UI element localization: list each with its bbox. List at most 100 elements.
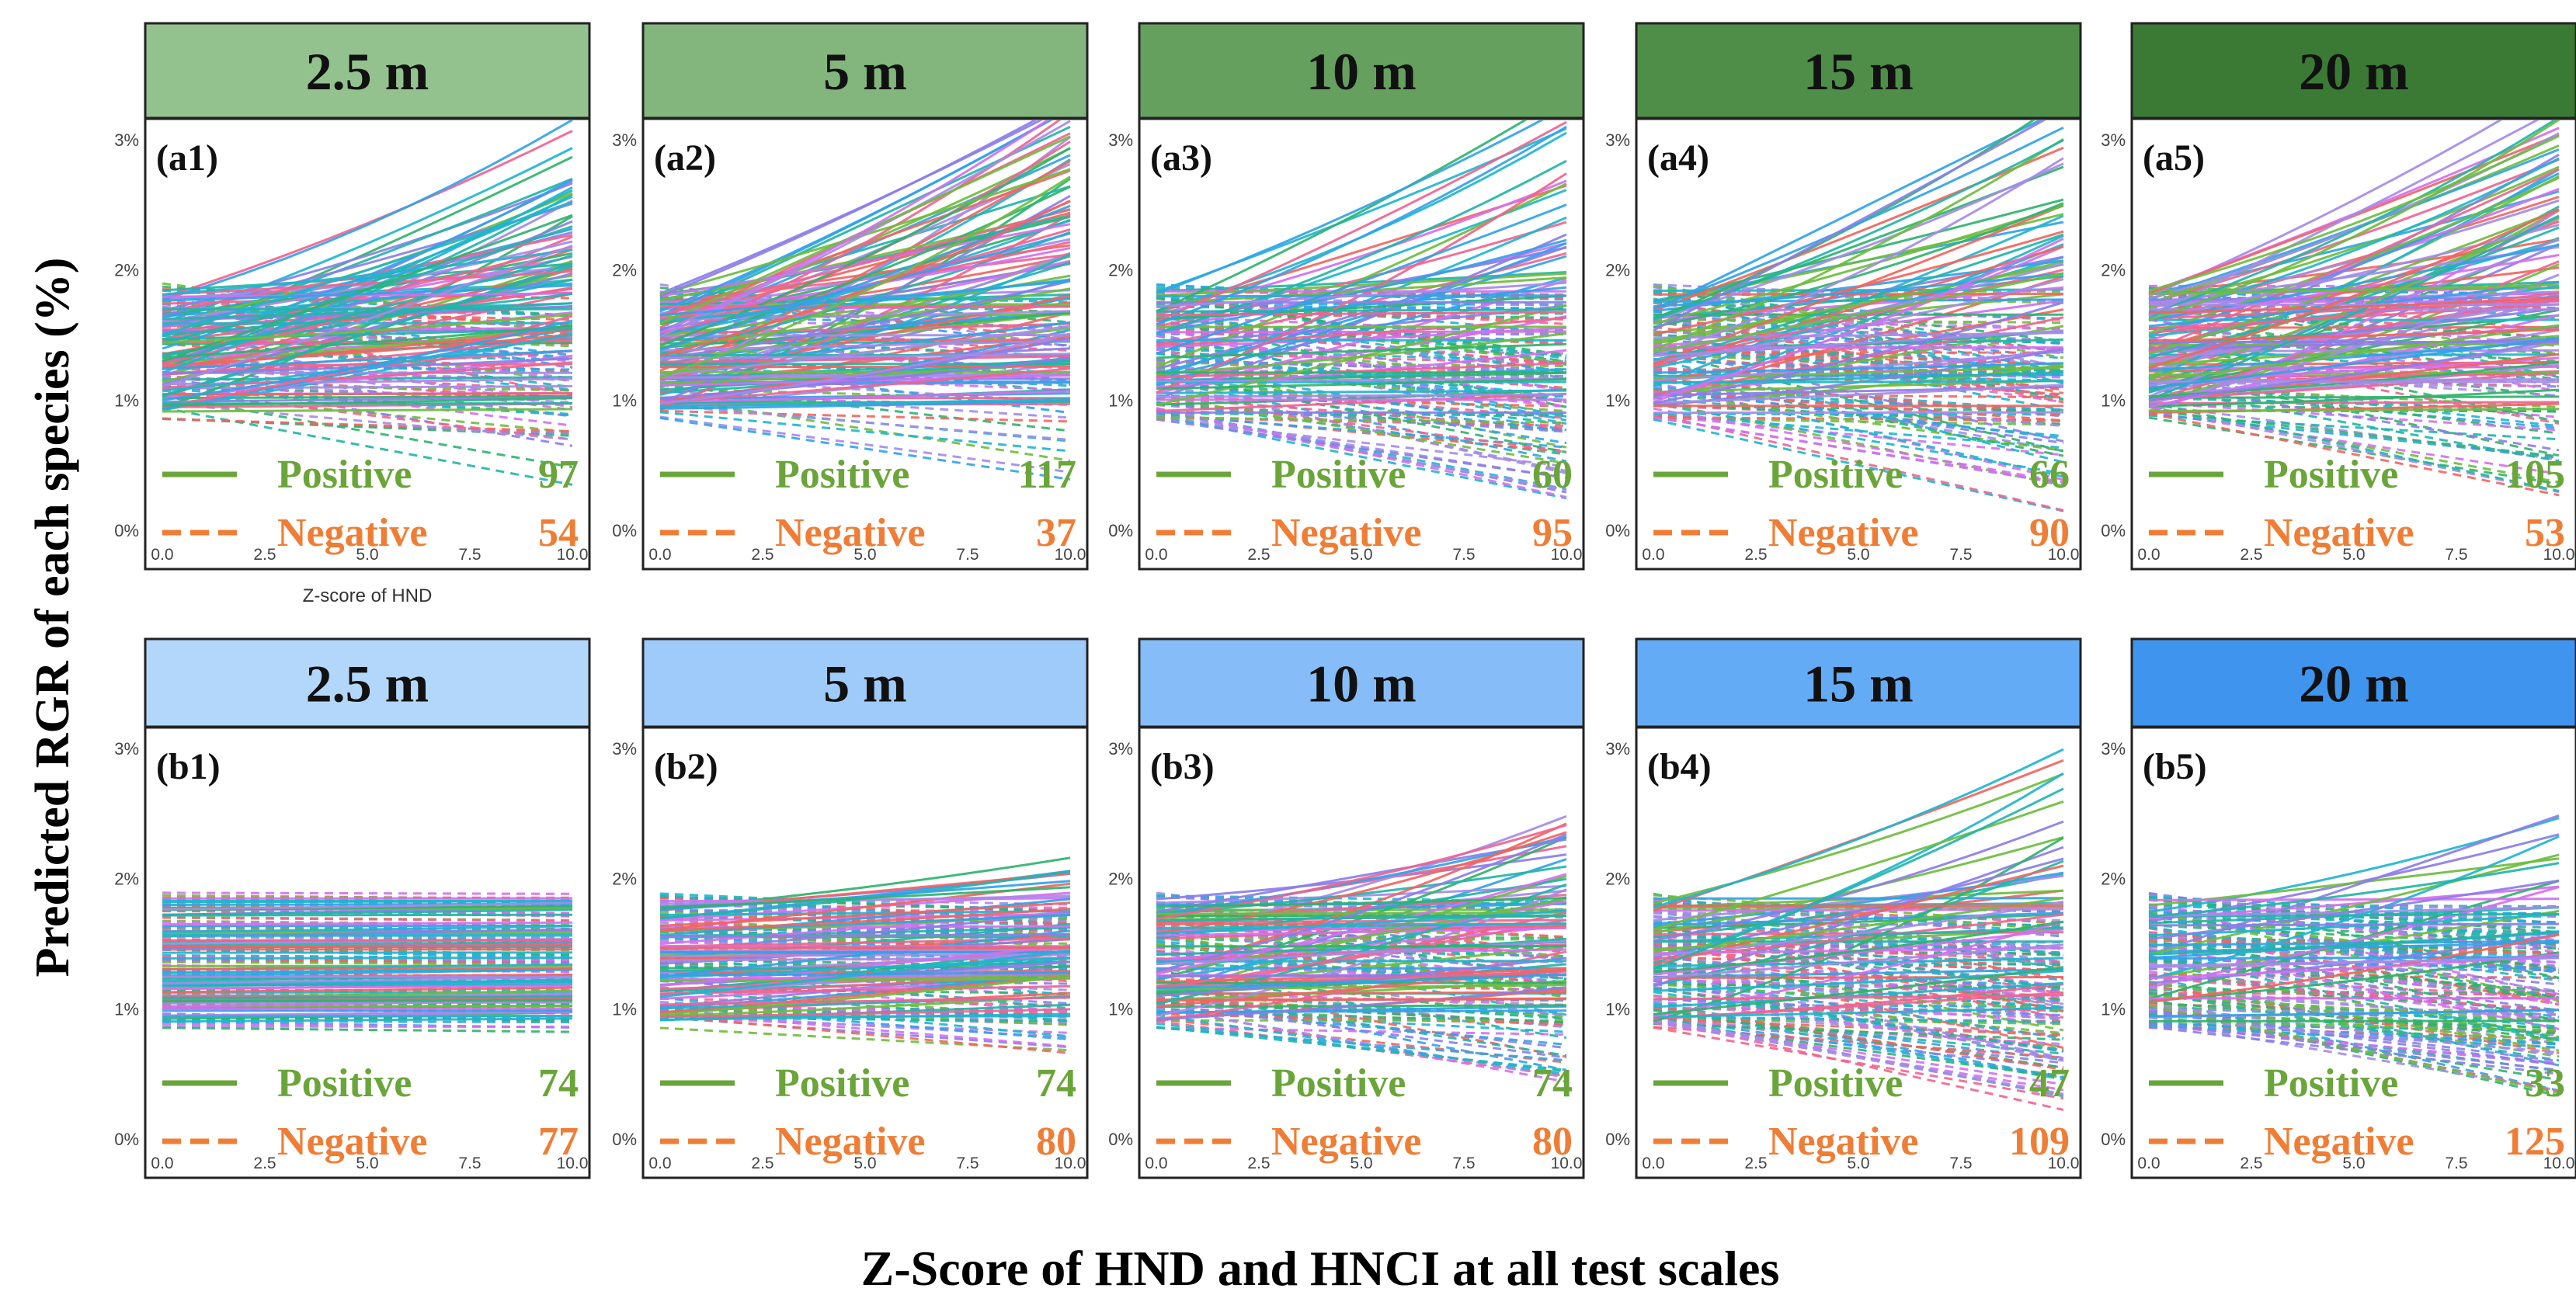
negative-series-line	[2148, 1016, 2560, 1054]
negative-series-line	[659, 895, 1071, 906]
negative-series-line	[659, 1014, 1071, 1054]
positive-series-line	[659, 933, 1071, 938]
positive-series-line	[1156, 388, 1567, 406]
negative-series-line	[162, 309, 573, 329]
negative-series-line	[2148, 414, 2560, 441]
negative-series-line	[1156, 1002, 1567, 1059]
positive-series-line	[1156, 392, 1567, 412]
positive-series-line	[659, 325, 1071, 377]
positive-series-line	[162, 396, 573, 403]
negative-series-line	[1653, 1019, 2064, 1086]
positive-series-line	[162, 130, 573, 299]
positive-series-line	[1653, 1006, 2064, 1019]
positive-series-line	[659, 175, 1071, 379]
negative-series-line	[1156, 404, 1567, 433]
negative-series-line	[2148, 1009, 2560, 1063]
positive-series-line	[162, 901, 573, 911]
negative-series-line	[2148, 913, 2560, 937]
positive-series-line	[1156, 897, 1567, 908]
positive-series-line	[1653, 966, 2064, 1016]
negative-series-line	[2148, 895, 2560, 918]
positive-series-line	[162, 908, 573, 916]
negative-series-line	[1653, 1012, 2064, 1055]
negative-series-line	[1653, 969, 2064, 1001]
negative-series-line	[1156, 911, 1567, 962]
positive-series-line	[659, 287, 1071, 349]
positive-series-line	[659, 1008, 1071, 1019]
negative-series-line	[2148, 1025, 2560, 1040]
positive-series-line	[1653, 238, 2064, 401]
negative-series-line	[162, 948, 573, 959]
positive-series-line	[2148, 862, 2560, 918]
negative-series-line	[1156, 901, 1567, 977]
positive-series-line	[1156, 120, 1567, 322]
positive-series-line	[1156, 824, 1567, 920]
positive-series-line	[162, 214, 573, 363]
positive-series-line	[659, 367, 1071, 405]
positive-series-line	[1156, 838, 1567, 913]
scale-header-b3	[1138, 637, 1585, 728]
x-tick-label: 5.0	[2342, 1155, 2365, 1172]
positive-series-line	[659, 929, 1071, 978]
negative-series-line	[1653, 331, 2064, 411]
negative-series-line	[1653, 400, 2064, 487]
y-tick-label: 1%	[1108, 391, 1133, 410]
positive-series-line	[162, 967, 573, 971]
negative-series-line	[1156, 990, 1567, 1020]
positive-series-line	[1156, 911, 1567, 989]
positive-series-line	[162, 397, 573, 407]
positive-series-line	[1156, 973, 1567, 990]
positive-series-line	[1156, 314, 1567, 380]
legend-negative-label: Negative	[1271, 511, 1421, 555]
positive-series-line	[659, 974, 1071, 1016]
negative-series-line	[1156, 352, 1567, 398]
positive-series-line	[1156, 304, 1567, 407]
positive-series-line	[2148, 939, 2560, 946]
x-tick-label: 10.0	[1551, 546, 1583, 564]
negative-series-line	[2148, 412, 2560, 459]
negative-series-line	[162, 960, 573, 966]
x-tick-label: 2.5	[1744, 546, 1767, 564]
x-tick-label: 2.5	[1744, 1155, 1767, 1172]
x-tick-label: 2.5	[751, 546, 773, 564]
y-tick-label: 0%	[1108, 1130, 1133, 1149]
positive-series-line	[2148, 401, 2560, 405]
positive-series-line	[1156, 911, 1567, 915]
negative-series-line	[1653, 943, 2064, 1019]
positive-series-line	[1156, 281, 1567, 308]
negative-series-line	[1653, 383, 2064, 478]
positive-series-line	[162, 313, 573, 344]
legend-positive-label: Positive	[2264, 453, 2398, 497]
negative-series-line	[2148, 911, 2560, 924]
positive-series-line	[659, 322, 1071, 335]
negative-series-line	[1653, 357, 2064, 464]
negative-series-line	[162, 925, 573, 930]
positive-series-line	[1653, 332, 2064, 339]
negative-series-line	[162, 956, 573, 962]
negative-series-line	[2148, 305, 2560, 348]
positive-series-line	[1653, 380, 2064, 384]
positive-series-line	[659, 908, 1071, 932]
negative-series-line	[2148, 401, 2560, 492]
y-tick-label: 2%	[612, 870, 637, 889]
scale-label: 15 m	[1803, 655, 1914, 714]
positive-series-line	[162, 939, 573, 942]
y-tick-label: 0%	[612, 521, 637, 540]
x-tick-label: 0.0	[1642, 546, 1664, 564]
negative-series-line	[2148, 1024, 2560, 1049]
negative-series-line	[1653, 904, 2064, 931]
positive-series-line	[1156, 120, 1528, 313]
positive-series-line	[1156, 914, 1567, 922]
positive-series-line	[659, 352, 1071, 360]
positive-series-line	[162, 925, 573, 933]
positive-series-line	[1653, 926, 2064, 943]
positive-series-line	[162, 248, 573, 296]
negative-series-line	[2148, 1008, 2560, 1016]
panel-label: (b1)	[156, 746, 221, 787]
positive-series-line	[2148, 157, 2560, 318]
y-tick-label: 2%	[114, 261, 139, 280]
positive-series-line	[2148, 296, 2560, 301]
negative-series-line	[1156, 922, 1567, 939]
negative-series-line	[1156, 316, 1567, 358]
positive-series-line	[2148, 338, 2560, 401]
